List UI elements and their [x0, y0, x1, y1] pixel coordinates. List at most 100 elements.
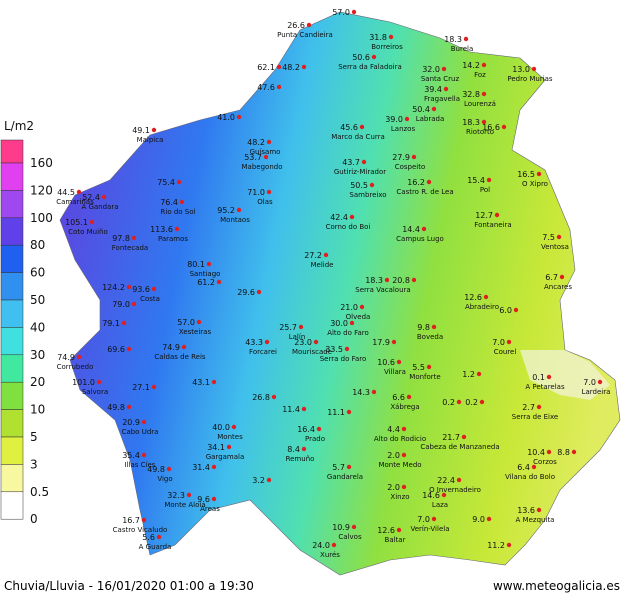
legend-swatch	[0, 217, 24, 246]
station-name: Foz	[474, 71, 486, 79]
station-value: 1.2	[462, 370, 475, 379]
station-value: 62.1	[257, 63, 275, 72]
station-value: 93.6	[132, 285, 150, 294]
station-value: 6.7	[545, 273, 558, 282]
station-value: 23.0	[294, 338, 312, 347]
station-value: 16.5	[517, 170, 535, 179]
legend-swatch	[0, 491, 24, 520]
station-dot	[536, 507, 542, 513]
station-value: 57.0	[177, 318, 195, 327]
station-value: 24.0	[312, 541, 330, 550]
station-name: Remuño	[286, 455, 315, 463]
station-value: 33.5	[325, 345, 343, 354]
station-value: 3.2	[252, 476, 265, 485]
station-name: Paramos	[158, 235, 188, 243]
station-value: 16.7	[122, 516, 140, 525]
station-dot	[121, 320, 127, 326]
station-name: Mouriscade	[292, 348, 332, 356]
station-dot	[506, 339, 512, 345]
station-dot	[371, 389, 377, 395]
station-dot	[349, 214, 355, 220]
station-value: 124.2	[102, 283, 125, 292]
station-dot	[441, 492, 447, 498]
legend-label: 3	[30, 457, 38, 471]
station-dot	[126, 404, 132, 410]
station-name: Costa	[140, 295, 160, 303]
station-value: 101.0	[72, 378, 95, 387]
station-value: 10.6	[377, 358, 395, 367]
station-dot	[76, 189, 82, 195]
station-value: 11.1	[327, 408, 345, 417]
station-dot	[301, 406, 307, 412]
station-name: Marco da Curra	[331, 133, 385, 141]
station-value: 79.0	[112, 300, 130, 309]
station-dot	[141, 517, 147, 523]
station-name: O Xipro	[522, 180, 548, 188]
legend-swatch	[0, 327, 24, 356]
station-dot	[546, 374, 552, 380]
station-name: Caldas de Reis	[154, 353, 206, 361]
station-value: 75.4	[157, 178, 175, 187]
station-dot	[461, 434, 467, 440]
legend-swatch	[0, 409, 24, 438]
station-value: 27.1	[132, 383, 150, 392]
station-name: Alto do Faro	[327, 329, 369, 337]
station-name: Lanzos	[391, 125, 416, 133]
station-value: 18.3	[462, 118, 480, 127]
legend-label: 160	[30, 156, 53, 170]
station-name: Castro Vicaludo	[113, 526, 168, 534]
station-dot	[411, 277, 417, 283]
station-value: 32.0	[422, 65, 440, 74]
station-value: 39.4	[424, 85, 442, 94]
station-name: A Mezquita	[516, 516, 555, 524]
station-name: Serra Vacaloura	[355, 286, 410, 294]
station-dot	[431, 106, 437, 112]
station-dot	[483, 294, 489, 300]
station-name: Serra da Faladoira	[338, 63, 402, 71]
station-value: 39.0	[385, 115, 403, 124]
station-dot	[401, 426, 407, 432]
station-name: Monte Medo	[378, 461, 421, 469]
station-dot	[226, 444, 232, 450]
station-name: Lourenzá	[464, 100, 496, 108]
legend-swatch	[0, 244, 24, 273]
station-dot	[351, 9, 357, 15]
station-dot	[406, 394, 412, 400]
station-value: 79.1	[102, 319, 120, 328]
station-name: Olas	[257, 198, 273, 206]
dry-area	[520, 350, 610, 400]
station-value: 10.4	[527, 448, 545, 457]
station-dot	[96, 379, 102, 385]
station-dot	[359, 304, 365, 310]
station-dot	[361, 159, 367, 165]
station-dot	[531, 464, 537, 470]
station-dot	[536, 171, 542, 177]
station-value: 32.3	[167, 491, 185, 500]
station-dot	[369, 182, 375, 188]
station-value: 61.2	[197, 278, 215, 287]
station-value: 8.4	[287, 445, 300, 454]
legend-label: 20	[30, 375, 45, 389]
station-value: 21.7	[442, 433, 460, 442]
station-name: Campus Lugo	[396, 235, 444, 243]
station-name: Lardeira	[582, 388, 611, 396]
legend: 160 120 100 80 60 50 40 30 20 10 5 3 0.5 0	[0, 139, 53, 526]
station-dot	[443, 86, 449, 92]
station-value: 45.6	[340, 123, 358, 132]
station-value: 31.8	[369, 33, 387, 42]
station-value: 31.4	[192, 463, 210, 472]
station-value: 10.9	[332, 523, 350, 532]
legend-label: 10	[30, 403, 45, 417]
station-dot	[141, 452, 147, 458]
station-value: 6.4	[517, 463, 530, 472]
station-value: 50.6	[352, 53, 370, 62]
station-value: 2.7	[522, 403, 535, 412]
station-name: Montes	[217, 433, 243, 441]
station-value: 9.6	[197, 495, 210, 504]
station-name: Cospeito	[395, 163, 426, 171]
station-value: 43.7	[342, 158, 360, 167]
station-value: 48.2	[282, 63, 300, 72]
station-name: Santiago	[190, 270, 221, 278]
station-name: A Petarelas	[525, 383, 565, 391]
station-value: 15.4	[467, 176, 485, 185]
